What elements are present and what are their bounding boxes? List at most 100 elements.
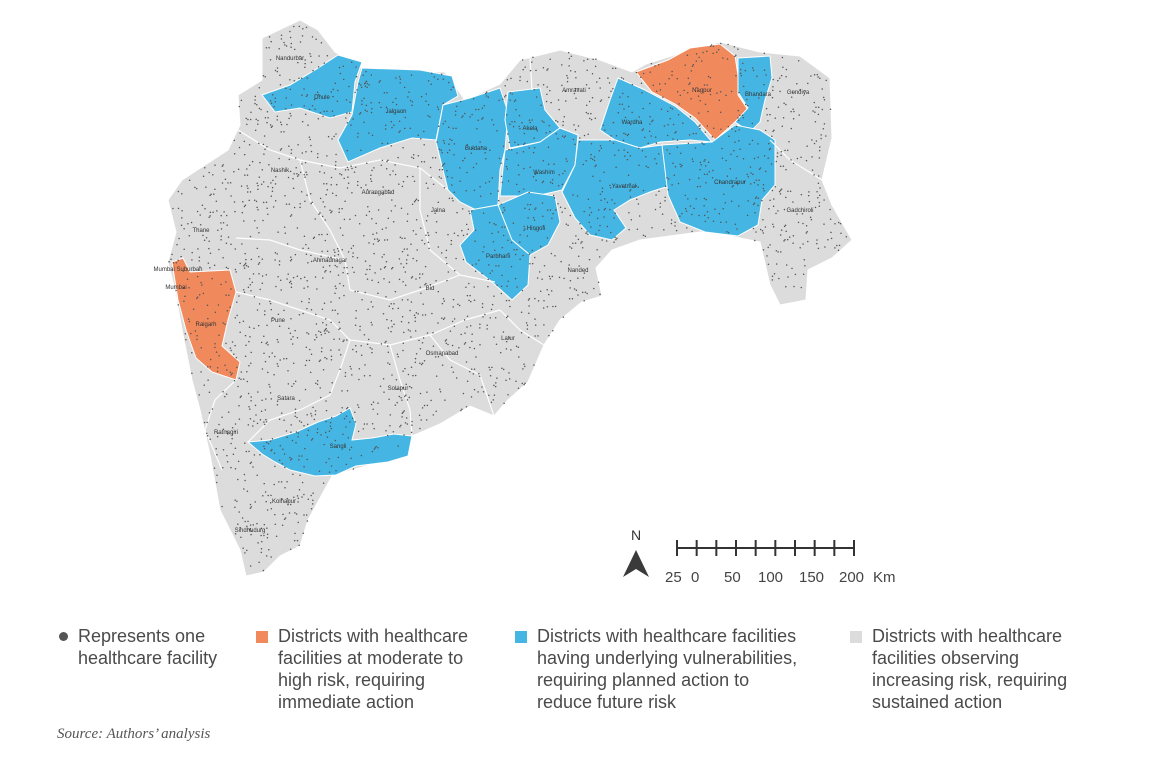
facility-dot bbox=[288, 145, 290, 147]
facility-dot bbox=[651, 226, 653, 229]
district-parbhani[interactable] bbox=[459, 204, 531, 301]
facility-dot bbox=[222, 257, 224, 259]
facility-dot bbox=[447, 343, 449, 346]
facility-dot bbox=[292, 473, 294, 476]
facility-dot bbox=[562, 124, 564, 126]
facility-dot bbox=[258, 107, 261, 110]
facility-dot bbox=[310, 61, 313, 63]
facility-dot bbox=[234, 447, 237, 449]
facility-dot bbox=[338, 349, 340, 351]
facility-dot bbox=[523, 167, 525, 170]
facility-dot bbox=[499, 351, 502, 354]
facility-dot bbox=[348, 112, 351, 114]
facility-dot bbox=[305, 243, 307, 246]
facility-dot bbox=[355, 310, 357, 312]
facility-dot bbox=[577, 277, 579, 279]
facility-dot bbox=[269, 392, 272, 394]
facility-dot bbox=[377, 447, 379, 449]
facility-dot bbox=[535, 172, 538, 174]
facility-dot bbox=[774, 186, 777, 188]
facility-dot bbox=[807, 82, 809, 85]
facility-dot bbox=[771, 96, 774, 99]
district-dhule[interactable] bbox=[261, 54, 363, 119]
facility-dot bbox=[215, 200, 218, 203]
facility-dot bbox=[484, 92, 487, 95]
facility-dot bbox=[827, 238, 829, 241]
facility-dot bbox=[703, 197, 706, 200]
facility-dot bbox=[388, 398, 390, 400]
facility-dot bbox=[234, 533, 237, 535]
facility-dot bbox=[572, 194, 574, 196]
scale-label-25: 25 bbox=[665, 569, 682, 586]
facility-dot bbox=[248, 326, 251, 328]
facility-dot bbox=[845, 236, 848, 238]
facility-dot bbox=[249, 191, 252, 193]
facility-dot bbox=[597, 281, 600, 284]
facility-dot bbox=[331, 309, 334, 312]
facility-dot bbox=[374, 192, 377, 194]
district-sangli[interactable] bbox=[246, 407, 413, 477]
facility-dot bbox=[319, 331, 322, 334]
facility-dot bbox=[402, 180, 405, 183]
facility-dot bbox=[421, 239, 423, 241]
facility-dot bbox=[328, 471, 331, 473]
facility-dot bbox=[398, 278, 401, 281]
facility-dot bbox=[473, 299, 476, 302]
facility-dot bbox=[709, 76, 712, 79]
facility-dot bbox=[306, 194, 308, 196]
facility-dot bbox=[250, 258, 253, 261]
facility-dot bbox=[725, 159, 727, 162]
facility-dot bbox=[743, 180, 746, 183]
facility-dot bbox=[295, 513, 298, 515]
facility-dot bbox=[373, 448, 376, 450]
facility-dot bbox=[751, 139, 754, 142]
facility-dot bbox=[518, 173, 520, 176]
district-buldana[interactable] bbox=[435, 87, 509, 213]
facility-dot bbox=[762, 219, 764, 221]
facility-dot bbox=[772, 78, 774, 81]
facility-dot bbox=[642, 72, 645, 75]
facility-dot bbox=[239, 262, 241, 265]
facility-dot bbox=[657, 153, 660, 155]
facility-dot bbox=[258, 142, 260, 145]
district-label-raigarh: Raigarh bbox=[195, 322, 216, 328]
facility-dot bbox=[628, 211, 630, 214]
facility-dot bbox=[580, 227, 583, 230]
facility-dot bbox=[256, 522, 258, 525]
facility-dot bbox=[185, 338, 187, 341]
facility-dot bbox=[459, 167, 461, 169]
facility-dot bbox=[752, 227, 755, 230]
facility-dot bbox=[674, 132, 676, 134]
facility-dot bbox=[301, 120, 304, 123]
facility-dot bbox=[237, 478, 239, 481]
facility-dot bbox=[298, 25, 301, 28]
facility-dot bbox=[541, 120, 543, 122]
facility-dot bbox=[443, 300, 446, 302]
facility-dot bbox=[679, 94, 682, 97]
facility-dot bbox=[399, 236, 402, 238]
facility-dot bbox=[792, 242, 794, 244]
facility-dot bbox=[307, 498, 310, 500]
facility-dot bbox=[537, 84, 539, 86]
district-nagpur[interactable] bbox=[635, 43, 749, 141]
facility-dot bbox=[599, 224, 601, 227]
facility-dot bbox=[752, 69, 755, 72]
facility-dot bbox=[385, 168, 388, 170]
facility-dot bbox=[636, 228, 639, 231]
facility-dot bbox=[519, 234, 521, 236]
facility-dot bbox=[278, 459, 281, 461]
district-wardha[interactable] bbox=[599, 77, 714, 149]
facility-dot bbox=[603, 216, 605, 218]
district-jalgaon[interactable] bbox=[337, 67, 459, 163]
facility-dot bbox=[287, 503, 289, 506]
facility-dot bbox=[256, 309, 259, 311]
facility-dot bbox=[218, 354, 220, 357]
facility-dot bbox=[640, 76, 642, 78]
facility-dot bbox=[637, 203, 640, 205]
facility-dot bbox=[337, 456, 340, 459]
district-raigarh[interactable] bbox=[171, 257, 241, 381]
district-bhandara[interactable] bbox=[734, 55, 773, 133]
facility-dot bbox=[709, 45, 712, 47]
facility-dot bbox=[303, 88, 305, 90]
facility-dot bbox=[208, 247, 210, 250]
